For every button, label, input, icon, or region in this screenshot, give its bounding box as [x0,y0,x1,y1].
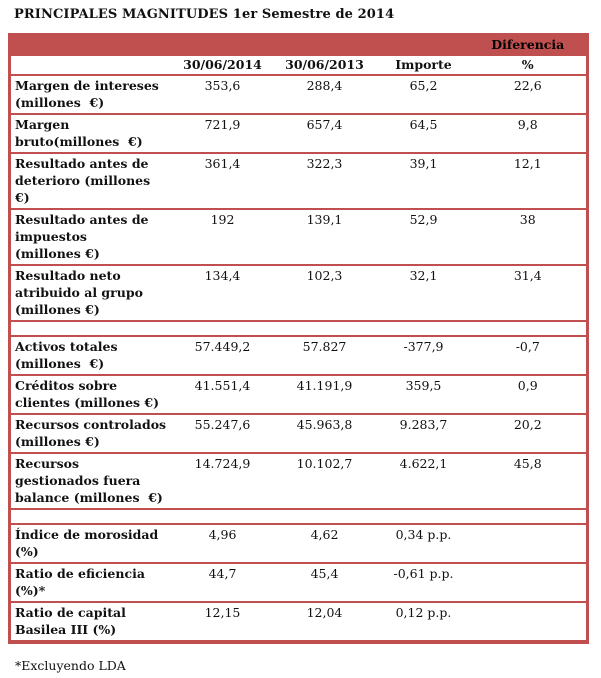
column-header-row: 30/06/2014 30/06/2013 Importe % [9,55,588,75]
value-2013: 41.191,9 [296,378,353,393]
value-pct: 0,9 [517,378,538,393]
column-header-importe: Importe [395,57,452,72]
row-label: Margen de intereses (millones €) [15,78,159,110]
value-importe: 32,1 [409,268,438,283]
spacer-row [9,509,588,524]
table-row-activos-totales: Activos totales (millones €) 57.449,2 57… [9,336,588,375]
value-importe: 39,1 [409,156,438,171]
value-importe: 9.283,7 [399,417,448,432]
value-2013: 45.963,8 [296,417,353,432]
value-pct: 9,8 [517,117,538,132]
table-row-recursos-controlados: Recursos controlados (millones €) 55.247… [9,414,588,453]
principales-magnitudes-table: Diferencia 30/06/2014 30/06/2013 Importe… [8,33,589,644]
page-title: PRINCIPALES MAGNITUDES 1er Semestre de 2… [14,7,395,22]
row-label: Resultado antes de impuestos (millones €… [15,212,149,261]
row-label: Ratio de capital Basilea III (%) [15,605,126,637]
value-pct: 20,2 [513,417,542,432]
value-2013: 288,4 [306,78,343,93]
value-2013: 45,4 [310,566,339,581]
value-2014: 361,4 [204,156,241,171]
spacer-row [9,321,588,336]
row-label: Ratio de eficiencia (%)* [15,566,145,598]
table-row-ratio-eficiencia: Ratio de eficiencia (%)* 44,7 45,4 -0,61… [9,563,588,602]
value-2013: 322,3 [306,156,343,171]
value-2014: 4,96 [208,527,237,542]
footnote: *Excluyendo LDA [15,658,126,673]
row-label: Resultado neto atribuido al grupo (millo… [15,268,143,317]
value-pct: 38 [519,212,536,227]
value-2013: 4,62 [310,527,339,542]
table-row-ratio-capital: Ratio de capital Basilea III (%) 12,15 1… [9,602,588,642]
row-label: Recursos controlados (millones €) [15,417,167,449]
table-row-margen-bruto: Margen bruto(millones €) 721,9 657,4 64,… [9,114,588,153]
value-pct [470,563,588,602]
value-2013: 102,3 [306,268,343,283]
value-pct: 31,4 [513,268,542,283]
table-row-indice-morosidad: Índice de morosidad (%) 4,96 4,62 0,34 p… [9,524,588,563]
value-2013: 139,1 [306,212,343,227]
value-pct [470,524,588,563]
value-importe: 0,34 p.p. [395,527,452,542]
table-row-resultado-neto: Resultado neto atribuido al grupo (millo… [9,265,588,321]
column-header-2014: 30/06/2014 [183,57,262,72]
value-2014: 14.724,9 [194,456,251,471]
value-2013: 10.102,7 [296,456,353,471]
table-row-creditos-clientes: Créditos sobre clientes (millones €) 41.… [9,375,588,414]
value-2014: 41.551,4 [194,378,251,393]
value-importe: 64,5 [409,117,438,132]
value-2013: 657,4 [306,117,343,132]
value-pct [470,602,588,642]
row-label: Resultado antes de deterioro (millones €… [15,156,151,205]
value-2014: 55.247,6 [194,417,251,432]
row-label: Activos totales (millones €) [15,339,118,371]
value-importe: -0,61 p.p. [393,566,454,581]
value-pct: 12,1 [513,156,542,171]
column-header-pct: % [521,57,534,72]
table-row-resultado-impuestos: Resultado antes de impuestos (millones €… [9,209,588,265]
value-importe: 65,2 [409,78,438,93]
value-2014: 353,6 [204,78,241,93]
value-importe: 0,12 p.p. [395,605,452,620]
value-importe: -377,9 [403,339,444,354]
column-header-2013: 30/06/2013 [285,57,364,72]
row-label: Recursos gestionados fuera balance (mill… [15,456,163,505]
value-pct: 22,6 [513,78,542,93]
row-label: Margen bruto(millones €) [15,117,143,149]
value-pct: 45,8 [513,456,542,471]
value-2014: 721,9 [204,117,241,132]
column-header-empty [10,55,174,75]
row-label: Créditos sobre clientes (millones €) [15,378,160,410]
group-header-spacer-cell [10,35,470,56]
value-importe: 52,9 [409,212,438,227]
group-header-diferencia: Diferencia [491,37,565,52]
value-pct: -0,7 [515,339,540,354]
spacer-cell [10,321,588,336]
row-label: Índice de morosidad (%) [15,527,159,559]
value-importe: 4.622,1 [399,456,448,471]
value-2014: 57.449,2 [194,339,251,354]
value-2013: 57.827 [302,339,347,354]
spacer-cell [10,509,588,524]
value-importe: 359,5 [405,378,442,393]
value-2014: 192 [210,212,235,227]
value-2014: 44,7 [208,566,237,581]
table-row-margen-intereses: Margen de intereses (millones €) 353,6 2… [9,75,588,114]
value-2014: 134,4 [204,268,241,283]
table-row-recursos-fuera-balance: Recursos gestionados fuera balance (mill… [9,453,588,509]
group-header-row: Diferencia [9,34,588,56]
value-2013: 12,04 [306,605,343,620]
value-2014: 12,15 [204,605,241,620]
table-row-resultado-deterioro: Resultado antes de deterioro (millones €… [9,153,588,209]
